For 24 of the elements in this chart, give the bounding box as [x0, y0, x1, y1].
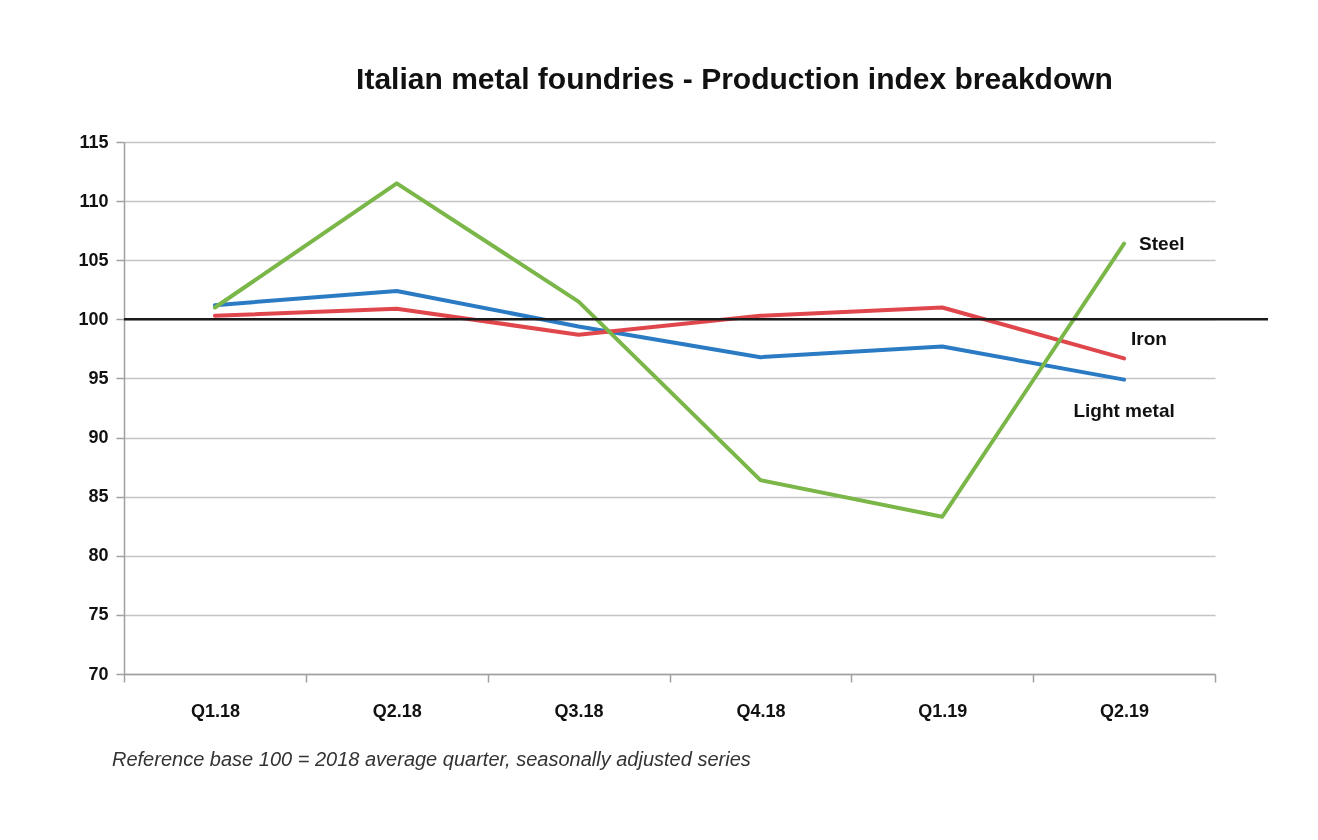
- x-tick-label: Q2.19: [1100, 700, 1150, 721]
- x-tick-label: Q2.18: [372, 700, 422, 721]
- series-label: Light metal: [1073, 399, 1175, 421]
- y-tick-label: 115: [79, 131, 109, 152]
- series-label: Iron: [1131, 328, 1167, 350]
- text: Reference base 100 = 2018 average quarter, seasonally adjusted series: [112, 748, 751, 770]
- series-label: Steel: [1139, 232, 1185, 254]
- y-tick-label: 80: [88, 545, 109, 566]
- x-tick-label: Q1.18: [190, 700, 240, 721]
- y-tick-label: 95: [88, 367, 109, 388]
- y-tick-label: 110: [79, 190, 109, 211]
- y-tick-label: 75: [88, 604, 109, 625]
- y-tick-label: 90: [88, 427, 109, 448]
- y-tick-label: 70: [88, 663, 109, 684]
- x-tick-label: Q1.19: [918, 700, 968, 721]
- y-tick-label: 100: [78, 308, 109, 329]
- x-tick-label: Q3.18: [554, 700, 604, 721]
- line-series: [212, 305, 1127, 361]
- line-series: [212, 288, 1127, 382]
- x-tick-label: Q4.18: [736, 700, 786, 721]
- chart-title: Italian metal foundries - Production index breakdown: [356, 62, 1113, 95]
- y-tick-label: 85: [88, 486, 109, 507]
- line-series: [212, 181, 1127, 519]
- y-tick-label: 105: [78, 249, 109, 270]
